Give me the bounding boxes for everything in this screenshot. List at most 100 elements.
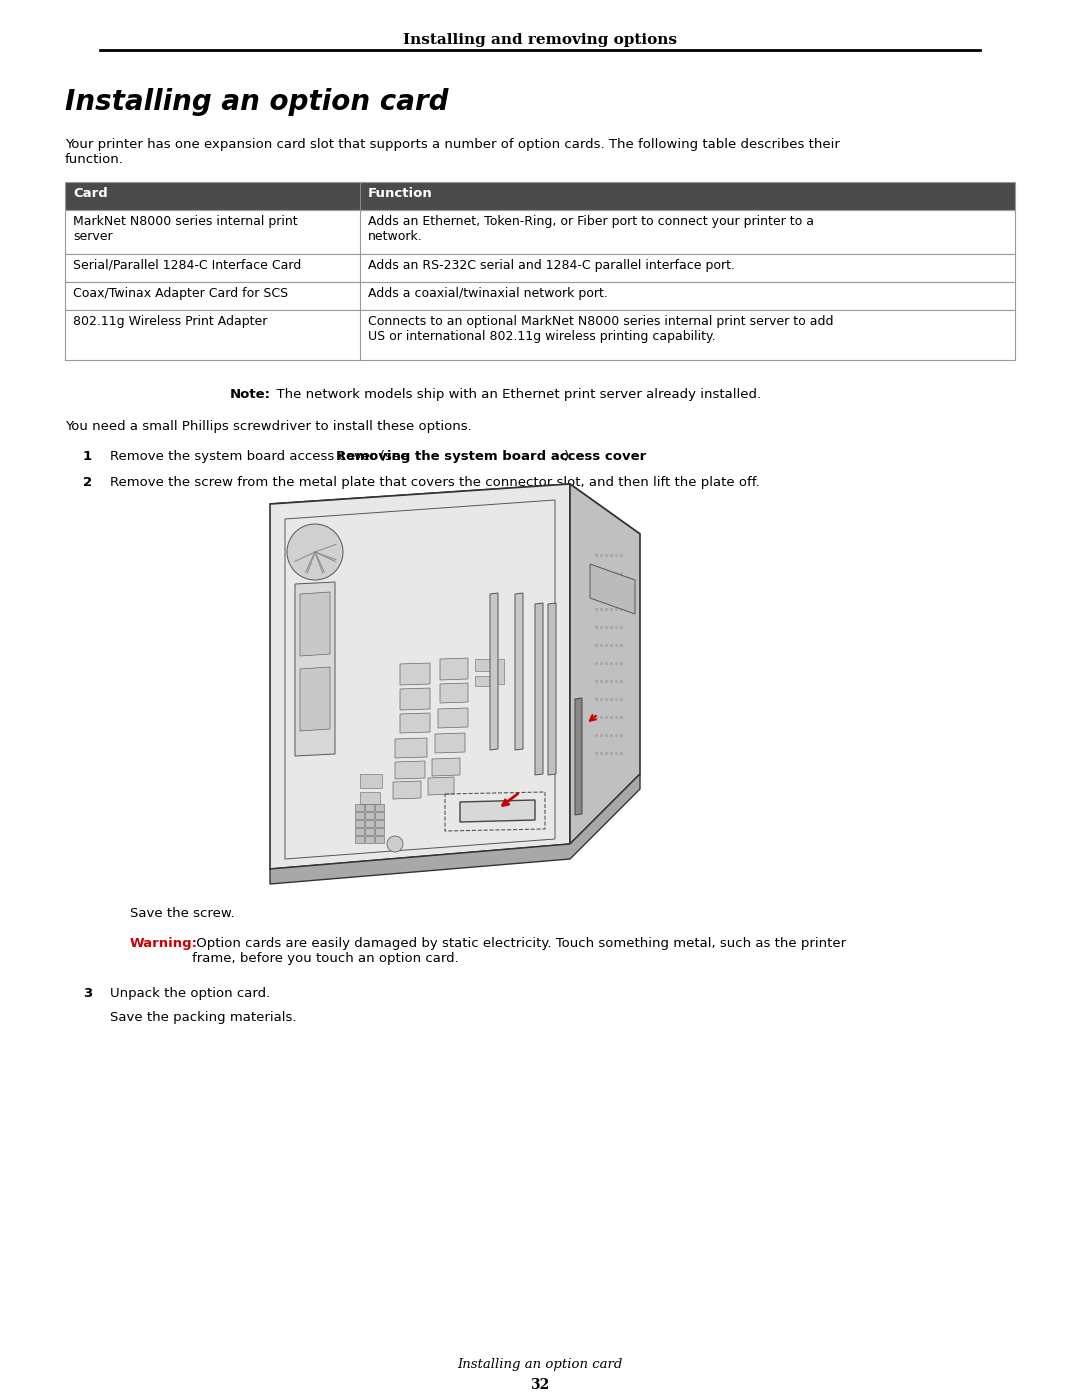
Text: Card: Card	[73, 187, 108, 200]
Bar	[65, 210, 1015, 254]
Polygon shape	[475, 676, 491, 686]
Polygon shape	[595, 733, 598, 738]
Text: MarkNet N8000 series internal print
server: MarkNet N8000 series internal print serv…	[73, 215, 298, 243]
Polygon shape	[400, 712, 430, 733]
Text: Installing an option card: Installing an option card	[457, 1358, 623, 1370]
Bar	[65, 282, 1015, 310]
Polygon shape	[615, 680, 618, 683]
Polygon shape	[620, 626, 623, 629]
Polygon shape	[535, 604, 543, 775]
Text: Installing an option card: Installing an option card	[65, 88, 448, 116]
Polygon shape	[360, 792, 380, 805]
Polygon shape	[620, 571, 623, 576]
Polygon shape	[375, 820, 384, 827]
Polygon shape	[270, 774, 640, 884]
Polygon shape	[605, 662, 608, 665]
Polygon shape	[300, 666, 330, 731]
Text: Connects to an optional MarkNet N8000 series internal print server to add
US or : Connects to an optional MarkNet N8000 se…	[368, 314, 834, 344]
Polygon shape	[490, 592, 498, 750]
Polygon shape	[355, 835, 364, 842]
Polygon shape	[610, 752, 613, 754]
Polygon shape	[375, 805, 384, 812]
Polygon shape	[620, 733, 623, 738]
Polygon shape	[615, 717, 618, 719]
Polygon shape	[610, 644, 613, 647]
Text: 3: 3	[83, 988, 92, 1000]
Polygon shape	[615, 571, 618, 576]
Polygon shape	[610, 555, 613, 557]
Polygon shape	[395, 761, 426, 780]
Polygon shape	[615, 608, 618, 610]
Polygon shape	[600, 555, 603, 557]
Polygon shape	[295, 583, 335, 756]
Text: Remove the screw from the metal plate that covers the connector slot, and then l: Remove the screw from the metal plate th…	[110, 476, 759, 489]
Polygon shape	[590, 564, 635, 615]
Polygon shape	[600, 733, 603, 738]
Polygon shape	[428, 777, 454, 795]
Polygon shape	[605, 752, 608, 754]
Polygon shape	[605, 571, 608, 576]
Text: Function: Function	[368, 187, 433, 200]
Polygon shape	[600, 752, 603, 754]
Polygon shape	[600, 571, 603, 576]
Polygon shape	[600, 717, 603, 719]
Polygon shape	[615, 590, 618, 592]
Polygon shape	[615, 555, 618, 557]
Text: 1: 1	[83, 450, 92, 462]
Polygon shape	[300, 592, 330, 657]
Polygon shape	[440, 658, 468, 680]
Polygon shape	[595, 626, 598, 629]
Text: Adds an Ethernet, Token-Ring, or Fiber port to connect your printer to a
network: Adds an Ethernet, Token-Ring, or Fiber p…	[368, 215, 814, 243]
Polygon shape	[595, 608, 598, 610]
Polygon shape	[400, 664, 430, 685]
Polygon shape	[605, 698, 608, 701]
Polygon shape	[610, 608, 613, 610]
Polygon shape	[620, 717, 623, 719]
Polygon shape	[595, 644, 598, 647]
Polygon shape	[610, 590, 613, 592]
Polygon shape	[595, 698, 598, 701]
Polygon shape	[438, 708, 468, 728]
Polygon shape	[610, 698, 613, 701]
Polygon shape	[620, 698, 623, 701]
Text: 2: 2	[83, 476, 92, 489]
Text: Serial/Parallel 1284-C Interface Card: Serial/Parallel 1284-C Interface Card	[73, 258, 301, 272]
Polygon shape	[605, 555, 608, 557]
Text: Adds an RS-232C serial and 1284-C parallel interface port.: Adds an RS-232C serial and 1284-C parall…	[368, 258, 735, 272]
Polygon shape	[365, 820, 374, 827]
Polygon shape	[600, 608, 603, 610]
Polygon shape	[475, 659, 492, 671]
Polygon shape	[365, 828, 374, 835]
Polygon shape	[360, 774, 382, 788]
Polygon shape	[595, 717, 598, 719]
Polygon shape	[610, 733, 613, 738]
Text: Removing the system board access cover: Removing the system board access cover	[336, 450, 646, 462]
Polygon shape	[355, 812, 364, 819]
Polygon shape	[605, 608, 608, 610]
Polygon shape	[375, 812, 384, 819]
Polygon shape	[515, 592, 523, 750]
Polygon shape	[615, 698, 618, 701]
Polygon shape	[435, 733, 465, 753]
Polygon shape	[365, 835, 374, 842]
Polygon shape	[595, 590, 598, 592]
Polygon shape	[548, 604, 556, 775]
Polygon shape	[600, 590, 603, 592]
Polygon shape	[355, 805, 364, 812]
Polygon shape	[595, 555, 598, 557]
Polygon shape	[600, 644, 603, 647]
Polygon shape	[620, 752, 623, 754]
Polygon shape	[460, 800, 535, 821]
Text: Save the packing materials.: Save the packing materials.	[110, 1011, 297, 1024]
Polygon shape	[395, 738, 427, 759]
Polygon shape	[605, 717, 608, 719]
Polygon shape	[355, 820, 364, 827]
Polygon shape	[615, 733, 618, 738]
Polygon shape	[270, 483, 640, 555]
Polygon shape	[605, 644, 608, 647]
Polygon shape	[605, 590, 608, 592]
Polygon shape	[595, 571, 598, 576]
Text: Unpack the option card.: Unpack the option card.	[110, 988, 270, 1000]
Polygon shape	[620, 680, 623, 683]
Polygon shape	[605, 733, 608, 738]
